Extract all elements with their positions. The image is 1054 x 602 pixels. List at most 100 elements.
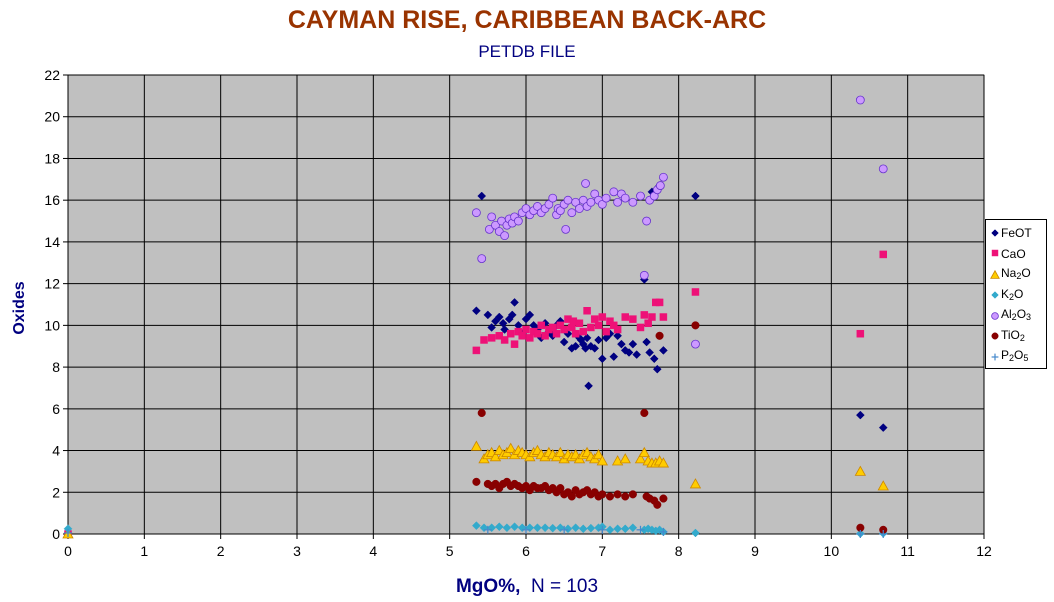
point-cao — [655, 298, 664, 307]
point-na2o — [554, 446, 567, 458]
y-tick-label: 4 — [52, 443, 60, 459]
series-cao — [64, 250, 887, 538]
legend-marker-tio2 — [991, 332, 999, 340]
chart-subtitle: PETDB FILE — [478, 42, 576, 61]
point-feot — [584, 381, 593, 391]
point-cao — [659, 313, 668, 321]
point-feot — [483, 310, 493, 320]
point-k2o — [510, 522, 519, 532]
point-feot — [632, 350, 642, 359]
legend-label-p2o5: P2O5 — [1001, 348, 1029, 363]
legend-marker-shape — [991, 311, 999, 320]
legend-marker-k2o — [991, 291, 999, 299]
point-na2o — [619, 453, 631, 464]
point-p2o5 — [636, 525, 645, 534]
y-tick-label: 16 — [44, 192, 60, 208]
point-k2o — [502, 523, 512, 533]
point-al2o3 — [590, 189, 600, 199]
legend-marker-al2o3 — [991, 311, 999, 320]
x-tick-label: 5 — [446, 543, 454, 559]
point-p2o5 — [522, 525, 530, 534]
point-al2o3 — [563, 195, 573, 205]
point-cao — [598, 313, 607, 321]
point-cao — [691, 288, 700, 296]
point-cao — [636, 323, 645, 332]
point-feot — [571, 341, 580, 351]
point-na2o — [634, 453, 647, 464]
point-al2o3 — [655, 181, 665, 190]
legend-item-al2o3: Al2O3 — [989, 306, 1031, 322]
point-al2o3 — [609, 187, 619, 197]
point-al2o3 — [613, 197, 622, 207]
point-feot — [594, 335, 603, 345]
x-axis-label-main: MgO%, — [455, 576, 521, 597]
point-tio2 — [659, 494, 668, 503]
point-al2o3 — [487, 212, 497, 222]
legend-marker-shape — [991, 353, 999, 360]
legend-marker-p2o5 — [991, 353, 999, 360]
y-tick-label: 2 — [52, 484, 60, 500]
point-al2o3 — [491, 220, 500, 230]
legend-marker-shape — [991, 229, 999, 237]
point-tio2 — [628, 490, 637, 499]
point-al2o3 — [601, 193, 611, 203]
legend-label-na2o: Na2O — [1001, 266, 1031, 281]
legend-marker-shape — [991, 291, 999, 299]
legend-label-cao: CaO — [1001, 246, 1026, 261]
point-na2o — [596, 455, 609, 466]
point-k2o — [613, 524, 622, 534]
point-al2o3 — [471, 208, 481, 218]
point-feot — [477, 191, 487, 201]
point-al2o3 — [484, 224, 494, 234]
point-cao — [560, 325, 568, 334]
point-tio2 — [598, 490, 607, 499]
x-tick-label: 0 — [64, 543, 72, 559]
point-cao — [533, 329, 542, 338]
point-cao — [541, 332, 549, 340]
x-tick-label: 3 — [293, 543, 301, 559]
point-cao — [514, 327, 523, 336]
point-al2o3 — [477, 254, 487, 264]
point-feot — [652, 364, 662, 374]
point-feot — [597, 354, 607, 364]
point-feot — [628, 339, 638, 349]
point-feot — [624, 348, 634, 357]
point-k2o — [563, 524, 573, 534]
point-k2o — [628, 523, 638, 533]
series-al2o3 — [471, 95, 888, 349]
point-p2o5 — [856, 530, 865, 538]
point-tio2 — [653, 500, 662, 509]
legend-marker-shape — [990, 269, 1000, 279]
point-feot — [609, 352, 619, 362]
point-cao — [587, 323, 595, 332]
point-al2o3 — [513, 216, 523, 226]
y-tick-label: 22 — [44, 67, 60, 83]
legend-marker-shape — [991, 332, 999, 340]
point-cao — [629, 315, 637, 323]
point-cao — [613, 325, 622, 334]
point-p2o5 — [64, 528, 72, 537]
x-tick-label: 1 — [140, 543, 148, 559]
legend-item-p2o5: P2O5 — [989, 347, 1028, 363]
point-al2o3 — [586, 197, 596, 207]
point-cao — [583, 307, 591, 315]
point-al2o3 — [561, 224, 571, 234]
point-cao — [506, 329, 515, 338]
point-cao — [590, 315, 599, 323]
point-cao — [856, 329, 865, 338]
point-al2o3 — [500, 231, 510, 241]
y-axis-label: Oxides — [11, 281, 28, 335]
point-cao — [621, 313, 629, 321]
legend-marker-cao — [991, 250, 999, 257]
point-p2o5 — [879, 530, 888, 538]
point-na2o — [638, 446, 650, 458]
point-cao — [480, 336, 488, 344]
point-cao — [522, 325, 530, 334]
y-tick-label: 6 — [52, 401, 60, 417]
point-k2o — [586, 523, 596, 533]
point-k2o — [472, 521, 481, 531]
point-cao — [594, 321, 603, 330]
point-p2o5 — [483, 525, 492, 534]
point-tio2 — [472, 477, 481, 486]
point-tio2 — [691, 321, 700, 330]
